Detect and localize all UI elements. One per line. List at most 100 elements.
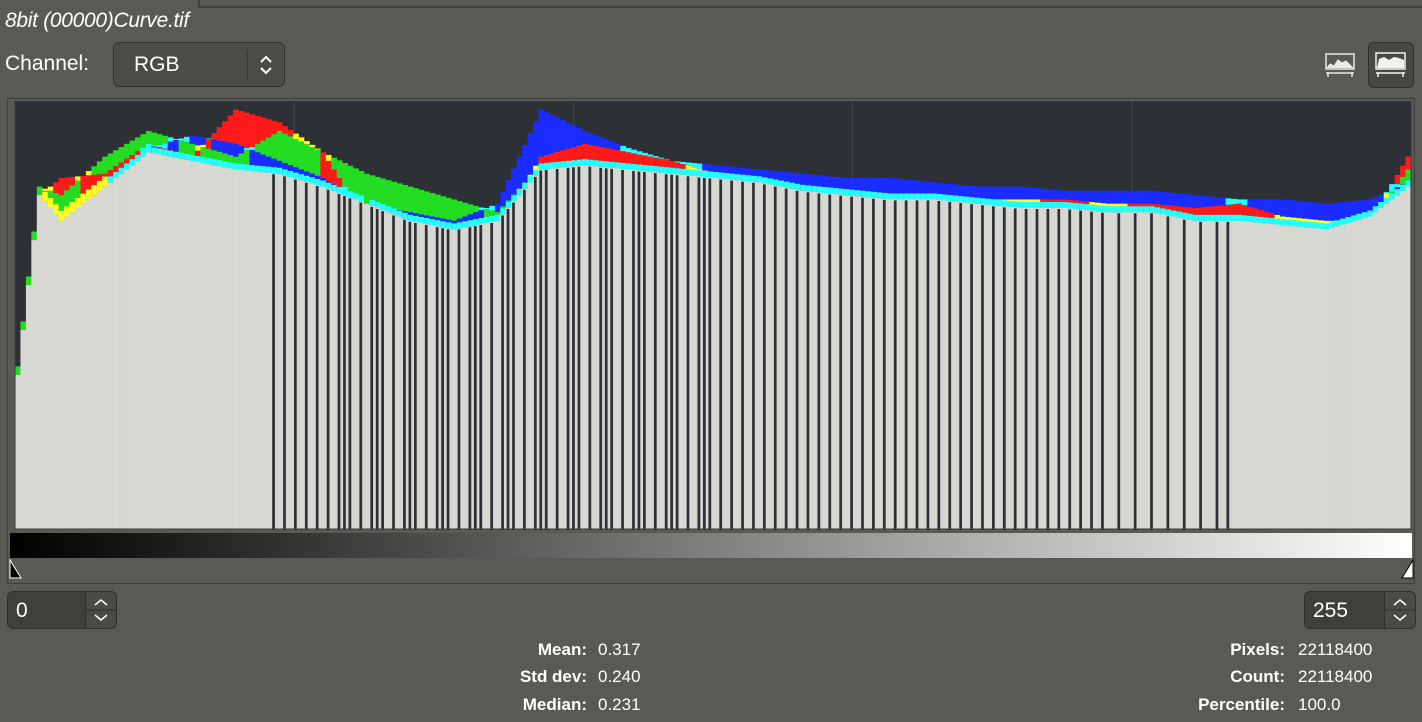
histogram-channel-bar: [451, 199, 457, 221]
comb-gap: [959, 203, 963, 530]
histogram-bar: [1291, 226, 1297, 529]
low-range-value[interactable]: 0: [16, 599, 28, 622]
histogram-cyan-band: [434, 220, 441, 227]
histogram-channel-bar: [1225, 204, 1232, 220]
log-histogram-button[interactable]: [1368, 42, 1414, 88]
histogram-channel-bar: [380, 178, 387, 207]
comb-gap: [686, 176, 690, 530]
histogram-channel-bar: [1034, 188, 1041, 200]
histogram-channel-bar: [200, 144, 207, 148]
black-point-handle[interactable]: [9, 559, 23, 579]
histogram-cyan-band: [723, 173, 730, 180]
histogram-channel-bar: [925, 181, 932, 196]
histogram-cyan-band: [113, 172, 119, 179]
histogram-channel-bar: [1083, 190, 1090, 202]
white-point-handle[interactable]: [1400, 559, 1414, 579]
histogram-bar: [298, 180, 305, 529]
histogram-channel-bar: [674, 161, 681, 163]
comb-gap: [1068, 209, 1072, 530]
histogram-cyan-band: [1269, 218, 1275, 225]
histogram-channel-bar: [898, 179, 905, 196]
histogram-bar: [396, 216, 403, 529]
histogram-channel-bar: [832, 176, 839, 190]
histogram-cyan-band: [794, 183, 801, 190]
histogram-channel-bar: [603, 139, 610, 149]
histogram-channel-bar: [374, 176, 381, 206]
histogram-cyan-band: [238, 164, 245, 171]
histogram-cyan-band: [582, 159, 588, 166]
histogram-channel-bar: [663, 159, 670, 160]
histogram-cyan-band: [129, 159, 136, 166]
histogram-channel-bar: [636, 154, 643, 167]
histogram-cyan-band: [134, 154, 141, 161]
histogram-bar: [385, 212, 392, 529]
histogram-cyan-band: [1149, 206, 1155, 213]
comb-gap: [664, 174, 668, 530]
histogram-channel-bar: [418, 189, 425, 215]
histogram-channel-bar: [653, 156, 659, 158]
histogram-yellow-band: [74, 198, 81, 208]
histogram-channel-bar: [58, 195, 65, 221]
high-range-stepper[interactable]: 255: [1304, 591, 1416, 629]
histogram-yellow-band: [42, 191, 49, 202]
histogram-cyan-band: [1072, 203, 1079, 210]
high-range-value[interactable]: 255: [1313, 599, 1349, 622]
histogram-bar: [1296, 226, 1303, 529]
histogram-channel-bar: [1301, 201, 1308, 219]
high-stepper-buttons[interactable]: [1384, 592, 1415, 628]
histogram-bar: [625, 169, 632, 529]
comb-gap: [413, 222, 417, 530]
histogram-channel-bar: [336, 178, 343, 188]
histogram-cyan-band: [942, 194, 948, 201]
histogram-channel-bar: [680, 161, 687, 165]
histogram-bar: [1171, 216, 1177, 529]
histogram-cyan-band: [1274, 218, 1281, 225]
histogram-bar: [789, 188, 796, 529]
histogram-channel-bar: [647, 154, 654, 157]
median-label: Median:: [522, 695, 587, 714]
histogram-channel-bar: [407, 186, 414, 213]
histogram-channel-bar: [118, 147, 125, 163]
histogram-channel-bar: [565, 122, 572, 149]
histogram-cyan-band: [489, 215, 496, 222]
histogram-bar: [1121, 212, 1128, 529]
histogram-channel-bar: [1100, 190, 1106, 204]
histogram-channel-bar: [816, 175, 823, 189]
histogram-bar: [118, 173, 125, 529]
linear-histogram-button[interactable]: [1318, 42, 1364, 88]
histogram-channel-bar: [1252, 208, 1259, 221]
histogram-cyan-band: [980, 198, 986, 205]
histogram-bar: [1062, 208, 1068, 529]
histogram-channel-bar: [549, 114, 556, 154]
histogram-cyan-band: [1062, 202, 1068, 208]
histogram-channel-bar: [25, 276, 32, 286]
histogram-cyan-band: [1160, 208, 1166, 215]
histogram-channel-bar: [838, 177, 845, 191]
histogram-bar: [222, 167, 228, 529]
histogram-cyan-band: [936, 193, 943, 200]
histogram-channel-bar: [85, 171, 92, 176]
histogram-cyan-band: [860, 190, 866, 197]
comb-gap: [702, 177, 706, 530]
comb-gap: [577, 166, 581, 530]
histogram-channel-bar: [293, 133, 299, 139]
histogram-channel-bar: [843, 178, 850, 191]
histogram-channel-bar: [385, 180, 392, 208]
histogram-channel-bar: [680, 164, 687, 171]
histogram-channel-bar: [211, 139, 218, 151]
histogram-cyan-band: [680, 168, 687, 175]
histogram-yellow-band: [102, 176, 108, 187]
comb-gap: [392, 215, 395, 531]
histogram-cyan-band: [598, 160, 605, 167]
stats-left: Mean: 0.317 Std dev: 0.240 Median: 0.231: [0, 637, 700, 717]
histogram-cyan-band: [1143, 206, 1150, 213]
low-range-stepper[interactable]: 0: [7, 591, 117, 629]
histogram-channel-bar: [423, 191, 430, 216]
histogram-yellow-band: [69, 202, 76, 213]
histogram-channel-bar: [1176, 206, 1183, 215]
low-stepper-buttons[interactable]: [85, 592, 116, 628]
channel-select[interactable]: RGB: [113, 42, 285, 87]
histogram-cyan-band: [200, 157, 207, 164]
histogram-channel-bar: [145, 143, 152, 149]
histogram-channel-bar: [860, 178, 866, 193]
